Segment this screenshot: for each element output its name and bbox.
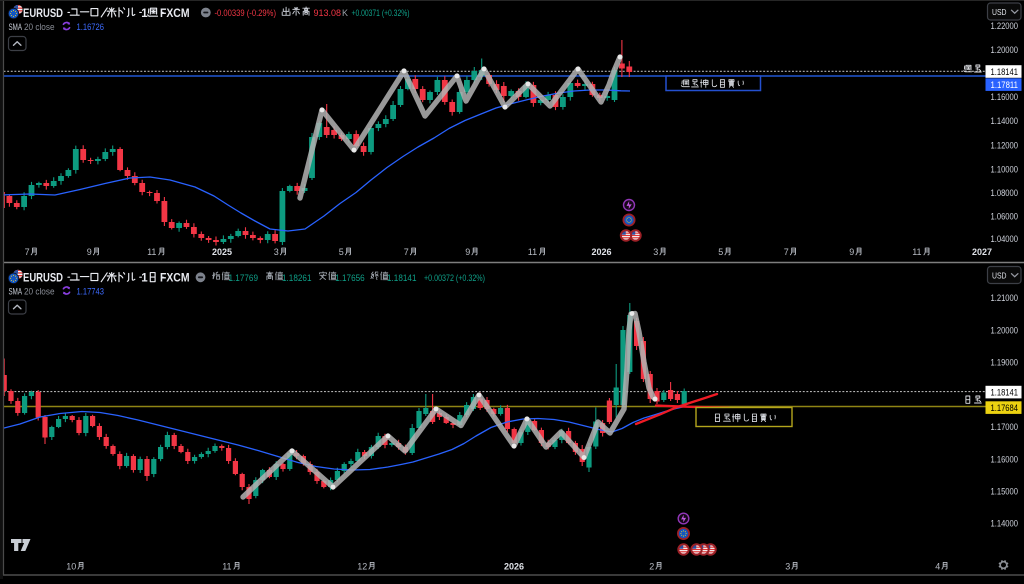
svg-text:1.17684: 1.17684 bbox=[991, 403, 1019, 413]
svg-text:1: 1 bbox=[141, 8, 148, 20]
svg-text:1.12000: 1.12000 bbox=[991, 141, 1019, 151]
svg-text:2: 2 bbox=[649, 562, 654, 572]
svg-text:3: 3 bbox=[785, 562, 790, 572]
svg-text:1.14000: 1.14000 bbox=[991, 116, 1019, 126]
svg-text:11: 11 bbox=[222, 562, 231, 572]
svg-text:1.16726: 1.16726 bbox=[77, 22, 105, 33]
svg-text:FXCM: FXCM bbox=[160, 273, 190, 285]
svg-text:1.17811: 1.17811 bbox=[991, 80, 1019, 90]
svg-text:20 close: 20 close bbox=[24, 22, 55, 32]
svg-text:1: 1 bbox=[141, 273, 148, 285]
svg-text:9: 9 bbox=[465, 247, 470, 257]
svg-text:1.18141: 1.18141 bbox=[387, 273, 417, 284]
svg-text:10: 10 bbox=[66, 562, 76, 572]
svg-text:SMA: SMA bbox=[9, 22, 23, 32]
svg-text:9: 9 bbox=[87, 247, 92, 257]
svg-text:1.15000: 1.15000 bbox=[991, 487, 1019, 497]
svg-text:FXCM: FXCM bbox=[160, 8, 190, 20]
svg-text:1.17769: 1.17769 bbox=[229, 273, 259, 284]
svg-text:USD: USD bbox=[992, 7, 1007, 17]
svg-text:4: 4 bbox=[935, 562, 940, 572]
svg-text:1.17743: 1.17743 bbox=[77, 286, 105, 297]
svg-text:K: K bbox=[342, 8, 349, 19]
svg-text:1.14000: 1.14000 bbox=[991, 519, 1019, 529]
svg-text:-0.00339 (-0.29%): -0.00339 (-0.29%) bbox=[215, 8, 277, 19]
svg-text:1.21000: 1.21000 bbox=[991, 293, 1019, 303]
svg-text:SMA: SMA bbox=[9, 286, 23, 296]
svg-text:2026: 2026 bbox=[591, 247, 611, 257]
svg-text:11: 11 bbox=[528, 247, 537, 257]
svg-text:11: 11 bbox=[912, 247, 921, 257]
svg-text:7: 7 bbox=[25, 247, 30, 257]
svg-text:3: 3 bbox=[274, 247, 279, 257]
svg-text:1.18141: 1.18141 bbox=[991, 387, 1019, 397]
svg-text:1.16000: 1.16000 bbox=[991, 92, 1019, 102]
svg-text:5: 5 bbox=[718, 247, 723, 257]
svg-text:2026: 2026 bbox=[504, 562, 524, 572]
svg-text:1.08000: 1.08000 bbox=[991, 188, 1019, 198]
svg-text:+0.00372 (+0.32%): +0.00372 (+0.32%) bbox=[424, 273, 485, 284]
svg-text:1.16000: 1.16000 bbox=[991, 455, 1019, 465]
svg-text:9: 9 bbox=[849, 247, 854, 257]
svg-text:1.20000: 1.20000 bbox=[991, 326, 1019, 336]
svg-text:11: 11 bbox=[147, 247, 156, 257]
svg-text:913.08: 913.08 bbox=[314, 8, 342, 19]
svg-text:1.22000: 1.22000 bbox=[991, 21, 1019, 31]
svg-text:7: 7 bbox=[784, 247, 789, 257]
svg-text:EURUSD: EURUSD bbox=[23, 273, 63, 285]
svg-text:12: 12 bbox=[357, 562, 367, 572]
svg-text:1.17656: 1.17656 bbox=[335, 273, 365, 284]
svg-text:2027: 2027 bbox=[972, 247, 992, 257]
svg-text:1.20000: 1.20000 bbox=[991, 45, 1019, 55]
svg-text:5: 5 bbox=[339, 247, 344, 257]
svg-text:+0.00371 (+0.32%): +0.00371 (+0.32%) bbox=[352, 8, 410, 19]
svg-text:1.04000: 1.04000 bbox=[991, 234, 1019, 244]
svg-text:2025: 2025 bbox=[212, 247, 232, 257]
svg-text:20 close: 20 close bbox=[24, 286, 55, 296]
svg-text:3: 3 bbox=[653, 247, 658, 257]
svg-text:7: 7 bbox=[404, 247, 409, 257]
svg-text:1.19000: 1.19000 bbox=[991, 358, 1019, 368]
svg-text:1.17000: 1.17000 bbox=[991, 422, 1019, 432]
svg-text:EURUSD: EURUSD bbox=[23, 8, 63, 20]
svg-text:1.06000: 1.06000 bbox=[991, 212, 1019, 222]
svg-text:USD: USD bbox=[992, 271, 1007, 281]
svg-text:1.18261: 1.18261 bbox=[282, 273, 312, 284]
svg-text:1.10000: 1.10000 bbox=[991, 165, 1019, 175]
svg-text:1.18141: 1.18141 bbox=[991, 67, 1019, 77]
